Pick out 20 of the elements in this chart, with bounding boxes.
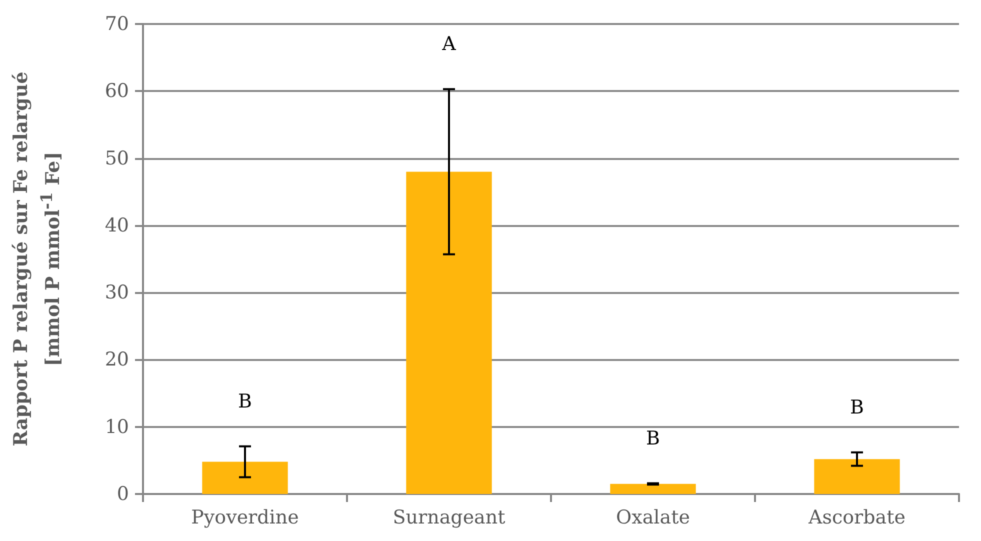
- y-tick-label: 0: [116, 483, 129, 505]
- y-tick-label: 60: [104, 80, 129, 102]
- bar: [610, 484, 696, 494]
- annotation: B: [238, 390, 252, 412]
- y-tick-label: 30: [104, 282, 129, 304]
- x-tick-label: Ascorbate: [807, 506, 906, 528]
- annotation: B: [646, 427, 660, 450]
- bar: [406, 172, 492, 494]
- y-tick-label: 40: [104, 214, 129, 236]
- x-tick-label: Pyoverdine: [191, 506, 299, 528]
- y-tick-label: 70: [104, 13, 129, 35]
- x-tick-label: Surnageant: [392, 506, 506, 528]
- annotation: B: [850, 396, 864, 418]
- y-tick-label: 50: [104, 147, 129, 170]
- annotation: A: [441, 33, 456, 56]
- bar: [814, 459, 900, 494]
- x-tick-label: Oxalate: [616, 506, 690, 528]
- y-tick-label: 10: [104, 416, 129, 438]
- bar: [202, 462, 288, 494]
- y-tick-label: 20: [104, 348, 129, 371]
